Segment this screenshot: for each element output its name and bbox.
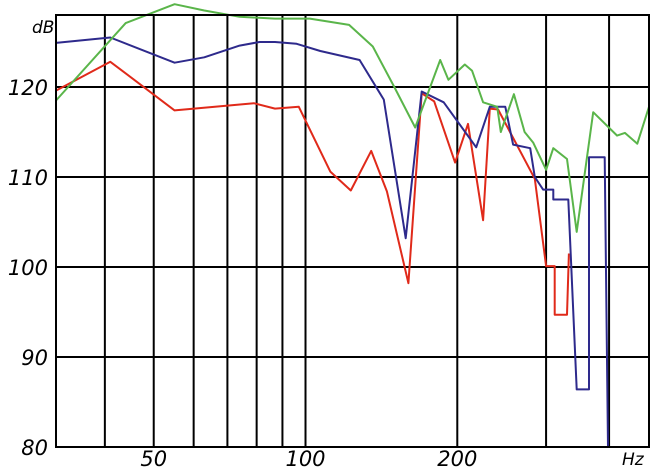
series-line: [55, 36, 609, 448]
x-tick-label: 200: [437, 447, 477, 468]
y-tick-labels: 80 90 100 110 120: [8, 76, 48, 460]
y-tick-label: 90: [21, 346, 48, 370]
y-tick-label: 120: [8, 76, 48, 100]
series-line: [55, 60, 570, 316]
grid: [56, 15, 649, 448]
y-tick-label: 100: [8, 256, 48, 280]
x-axis-unit: Hz: [622, 450, 645, 468]
series-line: [55, 3, 650, 233]
x-tick-labels: 50 100 200: [140, 447, 477, 468]
x-tick-label: 100: [285, 447, 325, 468]
series-lines: [55, 3, 650, 448]
y-tick-label: 110: [8, 166, 48, 190]
y-tick-label: 80: [21, 436, 48, 460]
plot-frame: [55, 14, 650, 448]
y-axis-unit: dB: [32, 18, 54, 38]
x-tick-label: 50: [140, 447, 167, 468]
